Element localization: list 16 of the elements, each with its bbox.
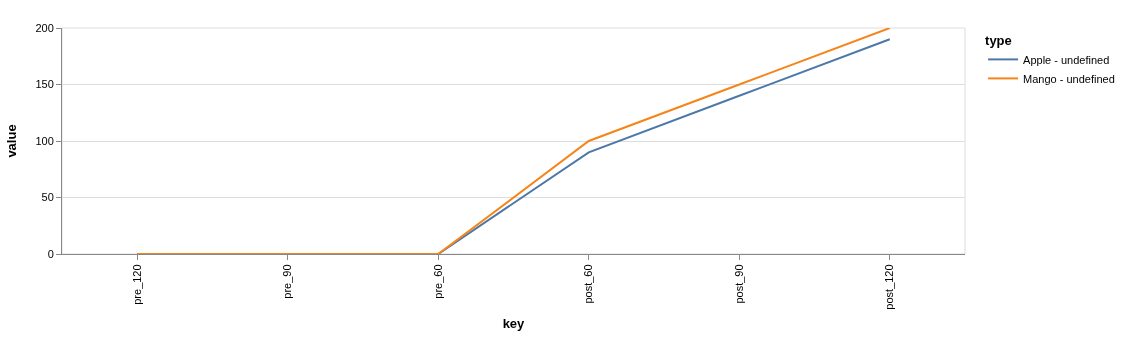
y-tick-label: 0 (47, 247, 54, 260)
x-axis-title: key (502, 316, 526, 332)
x-tick-label: pre_90 (281, 264, 294, 299)
y-tick-label: 50 (41, 191, 54, 204)
x-tick-label: post_90 (732, 264, 745, 304)
legend-label: Mango - undefined (1023, 72, 1115, 85)
x-tick-label: post_120 (883, 264, 896, 310)
y-tick-label: 100 (35, 134, 54, 147)
x-tick-label: post_60 (582, 264, 595, 304)
legend-label: Apple - undefined (1023, 53, 1110, 66)
y-tick-label: 200 (35, 21, 54, 34)
x-tick-label: pre_120 (130, 264, 143, 305)
y-tick-label: 150 (35, 78, 54, 91)
y-axis-title: value (4, 124, 20, 158)
x-tick-label: pre_60 (431, 264, 444, 299)
legend-title: type (985, 32, 1012, 48)
